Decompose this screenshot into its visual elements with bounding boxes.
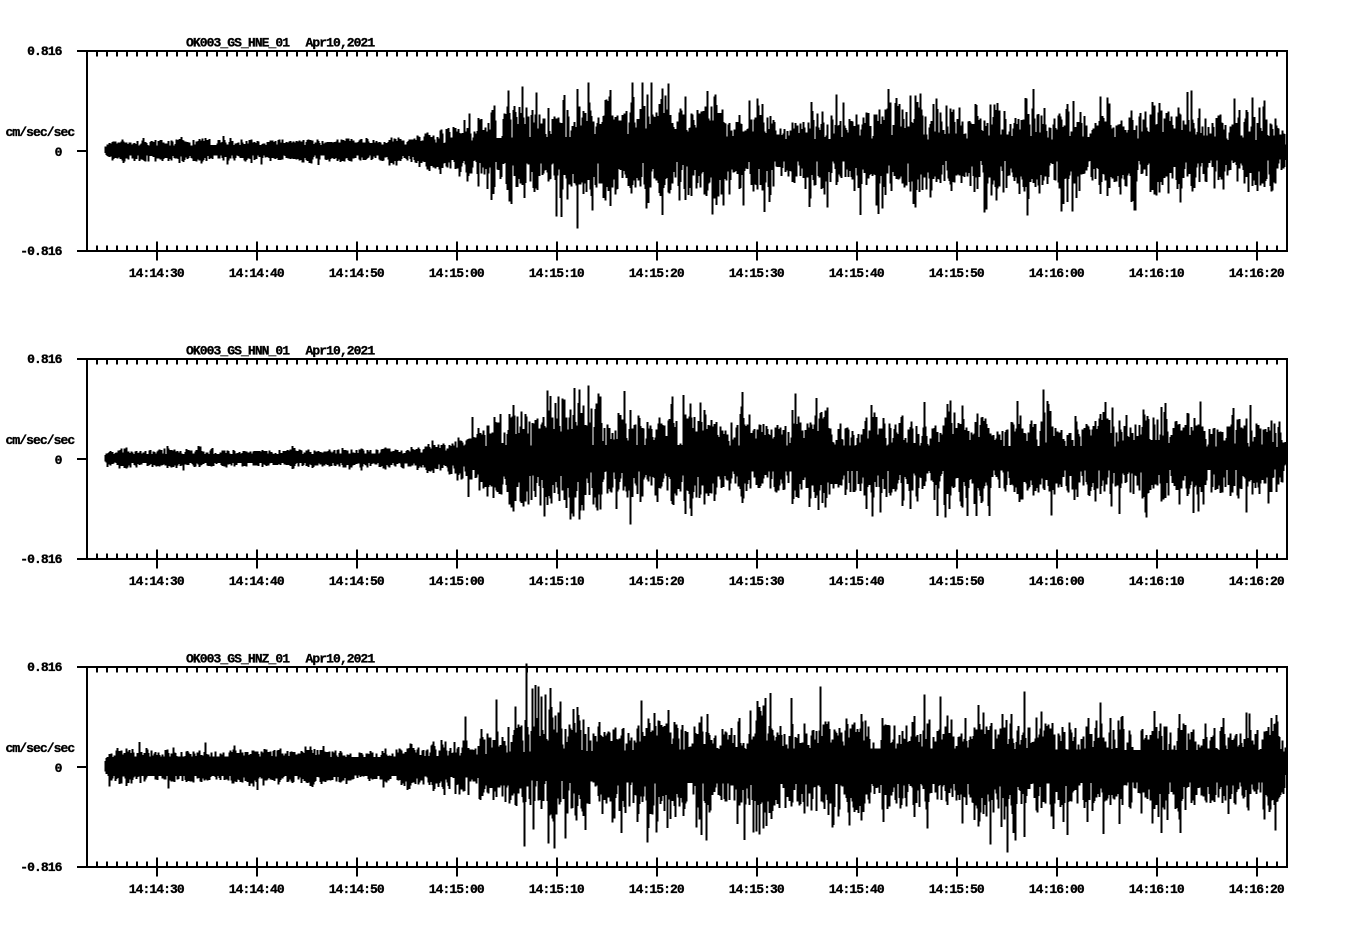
- svg-text:14:15:10: 14:15:10: [529, 266, 585, 281]
- svg-text:14:15:30: 14:15:30: [729, 882, 785, 897]
- svg-text:-0.816: -0.816: [20, 860, 62, 875]
- svg-text:14:16:20: 14:16:20: [1229, 266, 1285, 281]
- svg-text:14:15:00: 14:15:00: [429, 882, 485, 897]
- svg-text:0: 0: [55, 761, 63, 776]
- svg-text:0: 0: [55, 145, 63, 160]
- svg-text:14:16:10: 14:16:10: [1129, 882, 1185, 897]
- svg-text:14:16:00: 14:16:00: [1029, 266, 1085, 281]
- svg-text:-0.816: -0.816: [20, 244, 62, 259]
- svg-text:0: 0: [55, 453, 63, 468]
- svg-text:14:16:10: 14:16:10: [1129, 266, 1185, 281]
- svg-text:14:15:20: 14:15:20: [629, 266, 685, 281]
- svg-text:14:15:40: 14:15:40: [829, 266, 885, 281]
- svg-text:14:14:50: 14:14:50: [329, 574, 385, 589]
- svg-text:Apr10,2021: Apr10,2021: [306, 343, 376, 358]
- svg-text:14:15:10: 14:15:10: [529, 574, 585, 589]
- svg-text:14:16:10: 14:16:10: [1129, 574, 1185, 589]
- svg-text:14:15:30: 14:15:30: [729, 266, 785, 281]
- svg-text:14:15:50: 14:15:50: [929, 882, 985, 897]
- svg-text:14:14:30: 14:14:30: [129, 882, 185, 897]
- svg-text:14:14:50: 14:14:50: [329, 266, 385, 281]
- svg-text:0.816: 0.816: [27, 44, 62, 59]
- svg-text:Apr10,2021: Apr10,2021: [306, 35, 376, 50]
- svg-text:14:15:50: 14:15:50: [929, 574, 985, 589]
- svg-text:OK003_GS_HNZ_01: OK003_GS_HNZ_01: [186, 651, 290, 666]
- svg-text:14:16:20: 14:16:20: [1229, 882, 1285, 897]
- svg-text:Apr10,2021: Apr10,2021: [306, 651, 376, 666]
- svg-text:14:15:00: 14:15:00: [429, 574, 485, 589]
- svg-text:0.816: 0.816: [27, 660, 62, 675]
- svg-text:OK003_GS_HNN_01: OK003_GS_HNN_01: [186, 343, 290, 358]
- svg-text:14:15:00: 14:15:00: [429, 266, 485, 281]
- svg-text:0.816: 0.816: [27, 352, 62, 367]
- svg-text:14:15:30: 14:15:30: [729, 574, 785, 589]
- svg-text:OK003_GS_HNE_01: OK003_GS_HNE_01: [186, 35, 290, 50]
- svg-text:14:14:30: 14:14:30: [129, 574, 185, 589]
- svg-text:14:14:40: 14:14:40: [229, 266, 285, 281]
- svg-text:cm/sec/sec: cm/sec/sec: [6, 741, 76, 756]
- svg-text:cm/sec/sec: cm/sec/sec: [6, 433, 76, 448]
- svg-text:14:16:00: 14:16:00: [1029, 882, 1085, 897]
- svg-text:cm/sec/sec: cm/sec/sec: [6, 125, 76, 140]
- svg-text:14:15:40: 14:15:40: [829, 574, 885, 589]
- svg-text:14:14:30: 14:14:30: [129, 266, 185, 281]
- svg-text:14:16:00: 14:16:00: [1029, 574, 1085, 589]
- svg-text:14:14:40: 14:14:40: [229, 574, 285, 589]
- svg-text:14:15:20: 14:15:20: [629, 574, 685, 589]
- svg-text:14:15:40: 14:15:40: [829, 882, 885, 897]
- svg-text:14:15:10: 14:15:10: [529, 882, 585, 897]
- svg-text:-0.816: -0.816: [20, 552, 62, 567]
- svg-text:14:14:50: 14:14:50: [329, 882, 385, 897]
- svg-text:14:15:20: 14:15:20: [629, 882, 685, 897]
- svg-text:14:14:40: 14:14:40: [229, 882, 285, 897]
- svg-text:14:16:20: 14:16:20: [1229, 574, 1285, 589]
- svg-text:14:15:50: 14:15:50: [929, 266, 985, 281]
